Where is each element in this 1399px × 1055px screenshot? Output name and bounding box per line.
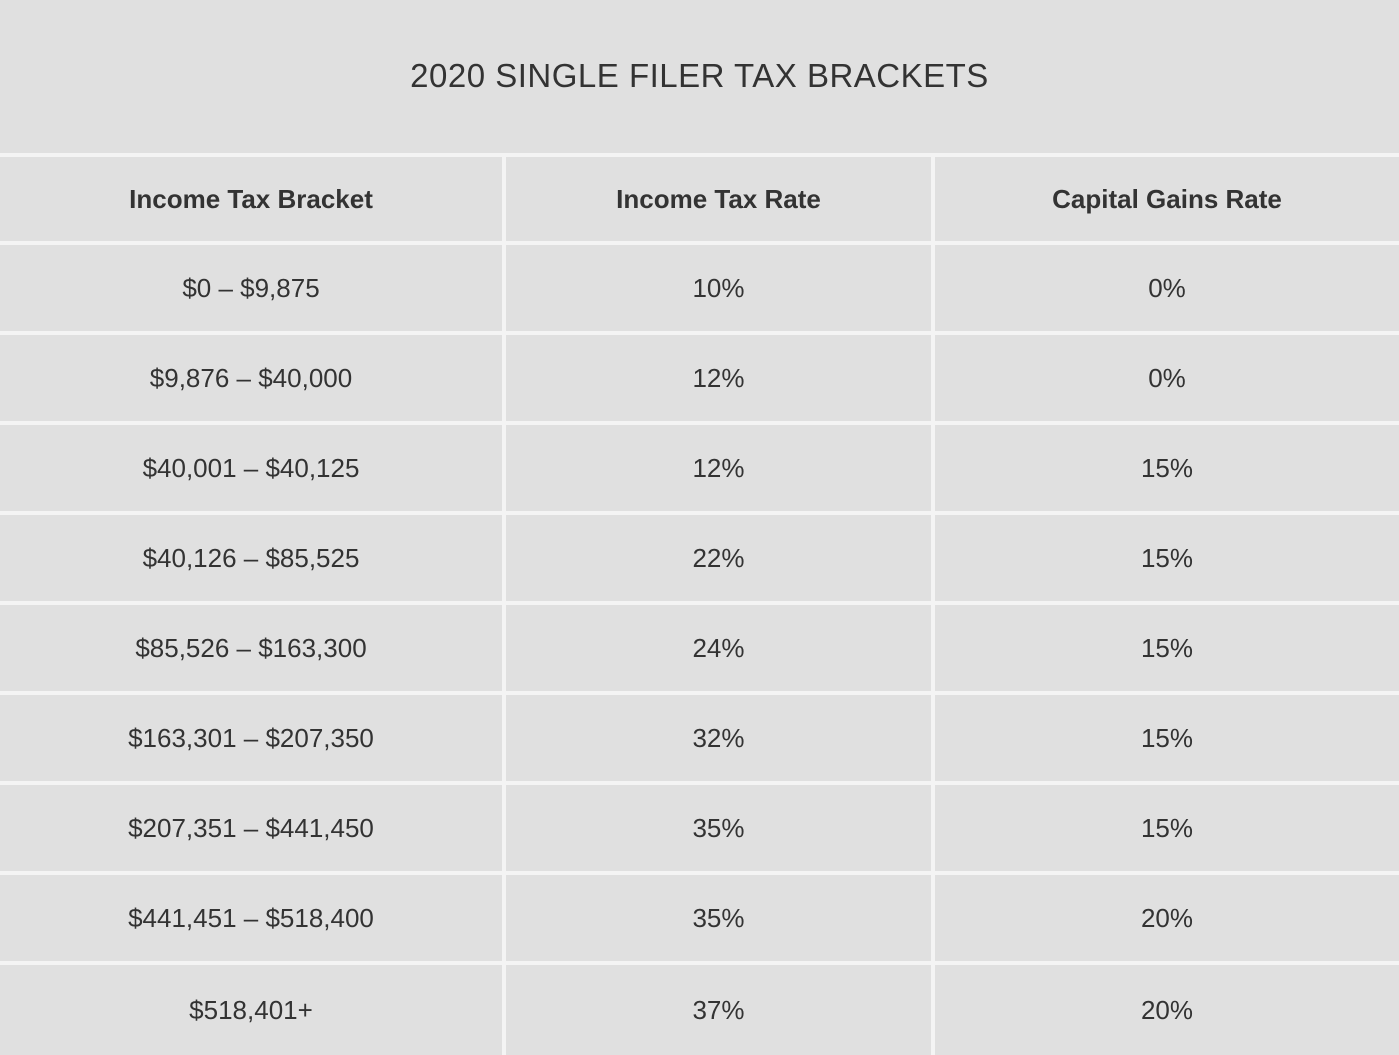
cell-income-tax-rate: 22% bbox=[502, 515, 931, 605]
tax-bracket-table: Income Tax Bracket Income Tax Rate Capit… bbox=[0, 153, 1399, 1055]
cell-income-tax-rate: 32% bbox=[502, 695, 931, 785]
cell-income-bracket: $441,451 – $518,400 bbox=[0, 875, 502, 965]
cell-capital-gains-rate: 0% bbox=[931, 335, 1399, 425]
cell-capital-gains-rate: 15% bbox=[931, 515, 1399, 605]
header-capital-gains-rate: Capital Gains Rate bbox=[931, 153, 1399, 245]
page-title: 2020 SINGLE FILER TAX BRACKETS bbox=[410, 56, 989, 94]
cell-income-bracket: $85,526 – $163,300 bbox=[0, 605, 502, 695]
cell-income-bracket: $207,351 – $441,450 bbox=[0, 785, 502, 875]
table-row: $441,451 – $518,400 35% 20% bbox=[0, 875, 1399, 965]
cell-capital-gains-rate: 20% bbox=[931, 965, 1399, 1055]
cell-capital-gains-rate: 15% bbox=[931, 605, 1399, 695]
table-header-row: Income Tax Bracket Income Tax Rate Capit… bbox=[0, 153, 1399, 245]
table-row: $518,401+ 37% 20% bbox=[0, 965, 1399, 1055]
cell-income-tax-rate: 35% bbox=[502, 875, 931, 965]
table-row: $85,526 – $163,300 24% 15% bbox=[0, 605, 1399, 695]
cell-income-tax-rate: 12% bbox=[502, 425, 931, 515]
table-row: $0 – $9,875 10% 0% bbox=[0, 245, 1399, 335]
table-row: $40,001 – $40,125 12% 15% bbox=[0, 425, 1399, 515]
cell-capital-gains-rate: 15% bbox=[931, 695, 1399, 785]
header-income-tax-rate: Income Tax Rate bbox=[502, 153, 931, 245]
header-income-tax-bracket: Income Tax Bracket bbox=[0, 153, 502, 245]
tax-bracket-table-container: Income Tax Bracket Income Tax Rate Capit… bbox=[0, 153, 1399, 1055]
table-row: $163,301 – $207,350 32% 15% bbox=[0, 695, 1399, 785]
cell-income-tax-rate: 35% bbox=[502, 785, 931, 875]
table-row: $9,876 – $40,000 12% 0% bbox=[0, 335, 1399, 425]
cell-income-bracket: $40,126 – $85,525 bbox=[0, 515, 502, 605]
cell-income-bracket: $0 – $9,875 bbox=[0, 245, 502, 335]
cell-income-bracket: $40,001 – $40,125 bbox=[0, 425, 502, 515]
cell-income-tax-rate: 24% bbox=[502, 605, 931, 695]
cell-income-bracket: $518,401+ bbox=[0, 965, 502, 1055]
cell-income-bracket: $163,301 – $207,350 bbox=[0, 695, 502, 785]
table-row: $207,351 – $441,450 35% 15% bbox=[0, 785, 1399, 875]
cell-income-bracket: $9,876 – $40,000 bbox=[0, 335, 502, 425]
cell-capital-gains-rate: 15% bbox=[931, 425, 1399, 515]
cell-income-tax-rate: 37% bbox=[502, 965, 931, 1055]
cell-income-tax-rate: 10% bbox=[502, 245, 931, 335]
cell-capital-gains-rate: 20% bbox=[931, 875, 1399, 965]
cell-capital-gains-rate: 0% bbox=[931, 245, 1399, 335]
cell-capital-gains-rate: 15% bbox=[931, 785, 1399, 875]
cell-income-tax-rate: 12% bbox=[502, 335, 931, 425]
title-bar: 2020 SINGLE FILER TAX BRACKETS bbox=[0, 0, 1399, 153]
table-row: $40,126 – $85,525 22% 15% bbox=[0, 515, 1399, 605]
